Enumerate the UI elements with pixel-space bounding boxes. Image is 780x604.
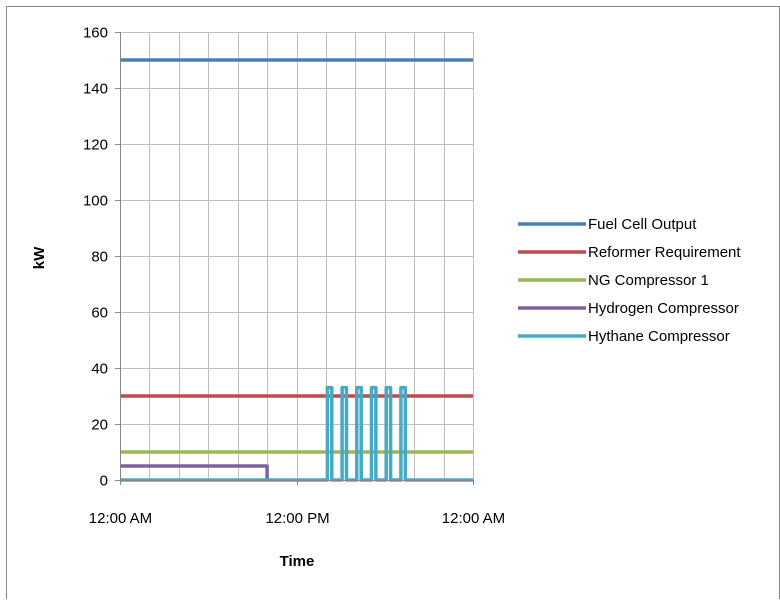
axes: 0 20 40 60 80 100 120 140 160 12:00 AM 12:00 PM 12:…: [83, 25, 505, 528]
x-tick-label: 12:00 AM: [442, 510, 505, 527]
y-tick-label: 120: [83, 137, 108, 154]
chart-frame: [6, 6, 780, 604]
legend: Fuel Cell Output Reformer Requirement NG C…: [518, 216, 741, 345]
y-tick-label: 20: [91, 417, 108, 434]
y-tick-label: 0: [100, 473, 108, 490]
y-tick-label: 60: [91, 305, 108, 322]
y-axis-title: kW: [31, 246, 48, 269]
legend-label-fuel-cell-output: Fuel Cell Output: [588, 216, 697, 233]
x-axis-title: Time: [280, 553, 315, 570]
legend-label-hythane-compressor: Hythane Compressor: [588, 328, 730, 345]
legend-label-hydrogen-compressor: Hydrogen Compressor: [588, 300, 739, 317]
y-tick-label: 100: [83, 193, 108, 210]
y-tick-label: 140: [83, 81, 108, 98]
legend-label-reformer-requirement: Reformer Requirement: [588, 244, 741, 261]
legend-label-ng-compressor-1: NG Compressor 1: [588, 272, 709, 289]
series-line-hydrogen-compressor: [120, 464, 269, 480]
y-tick-label: 160: [83, 25, 108, 42]
y-tick-label: 40: [91, 361, 108, 378]
y-tick-label: 80: [91, 249, 108, 266]
x-tick-label: 12:00 AM: [89, 510, 152, 527]
x-tick-label: 12:00 PM: [265, 510, 329, 527]
